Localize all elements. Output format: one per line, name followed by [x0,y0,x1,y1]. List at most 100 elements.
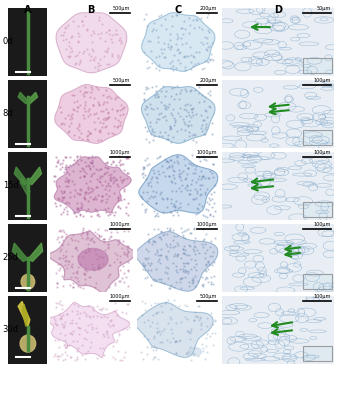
Point [169,162,175,168]
Point [70,284,75,290]
Point [112,281,117,288]
Point [82,168,87,174]
Point [74,157,80,164]
Point [173,263,178,269]
Point [97,129,102,135]
Point [90,163,95,169]
Point [98,55,103,62]
Point [68,119,74,126]
Point [188,122,193,128]
Point [74,153,80,159]
Point [149,59,155,66]
Text: 50μm: 50μm [316,6,331,11]
Point [174,350,179,357]
Point [59,242,65,249]
Point [115,31,120,37]
Point [117,267,122,274]
Point [64,310,70,317]
Point [125,243,130,249]
Point [198,15,204,21]
Point [143,256,148,262]
Point [161,54,167,60]
Point [182,53,187,60]
Point [57,227,62,234]
Point [65,179,70,185]
Point [79,18,84,25]
Point [189,86,194,93]
Point [108,171,114,177]
Point [90,235,95,242]
Point [125,283,131,289]
Point [117,237,122,244]
Point [155,39,161,45]
Point [164,264,169,270]
Point [112,174,117,181]
Point [67,354,72,361]
Point [170,106,176,112]
Point [114,106,120,113]
Point [88,94,93,100]
Point [104,116,110,122]
Point [102,160,107,166]
Point [200,41,206,47]
Text: 500μm: 500μm [200,294,217,299]
Point [67,170,72,177]
Point [203,343,209,349]
Point [100,108,106,114]
Point [107,175,113,181]
Point [187,187,193,193]
Point [53,203,58,210]
Point [180,24,185,31]
Point [140,170,146,176]
Point [210,204,215,210]
Point [199,326,204,333]
Point [176,185,182,192]
Text: 1000μm: 1000μm [110,222,130,227]
Point [154,276,159,283]
Point [76,30,81,36]
Point [97,166,102,172]
Point [192,283,198,290]
Point [148,260,153,266]
Point [174,128,180,134]
Point [91,267,97,274]
Point [82,92,87,99]
Point [202,130,208,137]
Point [167,31,173,37]
Point [125,301,131,307]
Point [101,53,106,60]
Point [173,188,179,194]
Point [83,327,88,333]
Point [141,173,146,180]
Point [112,96,118,103]
Point [140,189,145,196]
Point [195,210,201,216]
Point [67,194,73,201]
Point [203,108,209,114]
Point [182,162,187,169]
Point [144,104,149,110]
Point [186,226,191,232]
Point [120,263,126,269]
Point [78,190,83,197]
Point [188,44,193,50]
Point [89,172,94,179]
Point [175,212,181,218]
Point [200,203,205,209]
Point [58,315,64,321]
Polygon shape [22,304,28,326]
Point [107,262,112,268]
Point [110,354,115,360]
Point [149,48,154,54]
Point [151,170,156,176]
Point [158,303,164,309]
Point [166,159,171,165]
Point [76,122,82,129]
Point [153,345,158,351]
Point [202,241,208,248]
Point [171,297,176,303]
Point [183,26,188,32]
Point [185,101,190,107]
Point [75,302,81,309]
Point [64,265,70,272]
